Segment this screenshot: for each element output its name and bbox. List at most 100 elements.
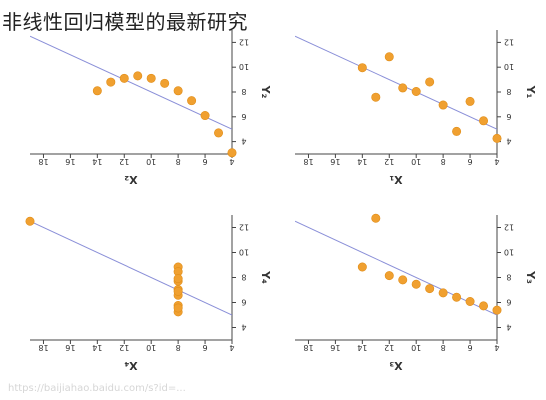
y-tick-label: 12 xyxy=(504,37,514,46)
data-point xyxy=(384,52,394,62)
data-point xyxy=(371,213,381,223)
y-tick-label: 10 xyxy=(239,62,249,71)
y-tick-label: 8 xyxy=(506,273,511,282)
y-tick-label: 10 xyxy=(504,248,514,257)
x-axis-label: X₄ xyxy=(124,359,137,372)
x-tick-label: 10 xyxy=(146,343,156,352)
x-axis-label: X₂ xyxy=(124,173,137,186)
x-tick-label: 4 xyxy=(494,157,499,166)
regression-line xyxy=(30,35,232,130)
x-tick-label: 8 xyxy=(441,343,446,352)
data-point xyxy=(479,301,489,311)
y-tick-label: 8 xyxy=(241,87,246,96)
y-tick-label: 4 xyxy=(241,137,246,146)
data-point xyxy=(173,286,183,296)
x-tick-label: 16 xyxy=(65,343,75,352)
x-tick-label: 6 xyxy=(203,343,208,352)
data-point xyxy=(200,111,210,121)
x-tick-label: 8 xyxy=(176,343,181,352)
data-point xyxy=(452,126,462,136)
y-tick-label: 6 xyxy=(506,298,511,307)
data-point xyxy=(106,77,116,87)
y-tick-label: 8 xyxy=(506,87,511,96)
x-tick-label: 10 xyxy=(411,157,421,166)
x-tick-label: 4 xyxy=(229,343,234,352)
data-point xyxy=(25,216,35,226)
y-axis-label: Y₃ xyxy=(524,270,537,284)
regression-line xyxy=(30,220,232,316)
data-point xyxy=(133,71,143,81)
y-tick-label: 8 xyxy=(241,273,246,282)
x-tick-label: 16 xyxy=(65,157,75,166)
x-tick-label: 14 xyxy=(357,157,367,166)
data-point xyxy=(465,296,475,306)
data-point xyxy=(173,303,183,313)
x-tick-label: 4 xyxy=(494,343,499,352)
x-tick-label: 8 xyxy=(441,157,446,166)
y-tick-label: 12 xyxy=(239,223,249,232)
y-tick-label: 6 xyxy=(506,112,511,121)
y-tick-label: 4 xyxy=(506,323,511,332)
x-tick-label: 18 xyxy=(38,157,48,166)
x-tick-label: 14 xyxy=(92,157,102,166)
data-point xyxy=(411,279,421,289)
y-axis-label: Y₁ xyxy=(524,85,537,99)
regression-line xyxy=(295,35,497,130)
data-point xyxy=(492,133,502,143)
x-tick-label: 18 xyxy=(303,343,313,352)
data-point xyxy=(438,100,448,110)
data-point xyxy=(398,275,408,285)
watermark-text: https://baijiahao.baidu.com/s?id=... xyxy=(8,383,186,394)
x-tick-label: 14 xyxy=(92,343,102,352)
data-point xyxy=(92,86,102,96)
data-point xyxy=(357,63,367,73)
x-tick-label: 8 xyxy=(176,157,181,166)
x-tick-label: 12 xyxy=(119,343,129,352)
y-tick-label: 6 xyxy=(241,298,246,307)
page-title: 非线性回归模型的最新研究 xyxy=(2,10,248,34)
x-axis-label: X₁ xyxy=(389,173,402,186)
y-tick-label: 10 xyxy=(504,62,514,71)
y-tick-label: 12 xyxy=(239,37,249,46)
y-tick-label: 12 xyxy=(504,223,514,232)
data-point xyxy=(187,96,197,106)
data-point xyxy=(119,73,129,83)
data-point xyxy=(384,271,394,281)
x-tick-label: 10 xyxy=(146,157,156,166)
x-tick-label: 6 xyxy=(468,157,473,166)
y-tick-label: 10 xyxy=(239,248,249,257)
chart-panel-4: 18 16 14 12 10 8 6 4 4 6 8 10 12 X₃ Y₃ xyxy=(295,213,537,372)
data-point xyxy=(492,305,502,315)
chart-panel-2: 18 16 14 12 10 8 6 4 4 6 8 10 12 X₁ Y₁ xyxy=(295,30,537,186)
y-tick-label: 6 xyxy=(241,112,246,121)
y-axis-label: Y₂ xyxy=(259,85,272,99)
data-point xyxy=(227,148,237,158)
data-point xyxy=(452,292,462,302)
data-point xyxy=(146,73,156,83)
data-point xyxy=(173,86,183,96)
data-point xyxy=(371,92,381,102)
y-tick-label: 4 xyxy=(506,137,511,146)
x-tick-label: 16 xyxy=(330,343,340,352)
x-tick-label: 4 xyxy=(229,157,234,166)
data-point xyxy=(479,116,489,126)
data-point xyxy=(357,262,367,272)
data-point xyxy=(465,96,475,106)
x-tick-label: 12 xyxy=(384,343,394,352)
chart-panel-3: 18 16 14 12 10 8 6 4 4 6 8 10 12 X₄ Y₄ xyxy=(25,215,272,372)
y-axis-label: Y₄ xyxy=(259,270,272,284)
x-tick-label: 12 xyxy=(119,157,129,166)
data-point xyxy=(425,77,435,87)
data-point xyxy=(173,274,183,284)
x-tick-label: 18 xyxy=(303,157,313,166)
x-tick-label: 14 xyxy=(357,343,367,352)
x-tick-label: 6 xyxy=(203,157,208,166)
data-point xyxy=(160,78,170,88)
x-tick-label: 16 xyxy=(330,157,340,166)
data-point xyxy=(214,128,224,138)
x-tick-label: 10 xyxy=(411,343,421,352)
data-point xyxy=(438,288,448,298)
x-tick-label: 18 xyxy=(38,343,48,352)
chart-panel-1: 18 16 14 12 10 8 6 4 4 6 8 10 12 X₂ Y₂ xyxy=(30,30,272,186)
